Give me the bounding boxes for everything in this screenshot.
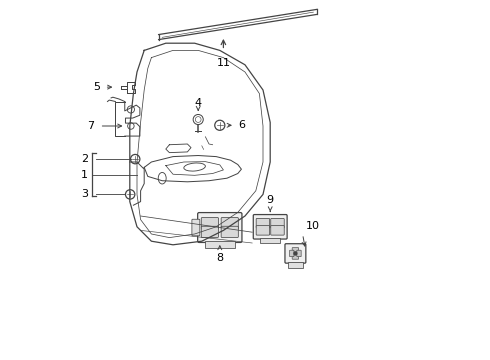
Circle shape bbox=[293, 251, 297, 256]
FancyBboxPatch shape bbox=[201, 226, 219, 238]
Text: 8: 8 bbox=[216, 253, 223, 264]
FancyBboxPatch shape bbox=[290, 250, 294, 257]
FancyBboxPatch shape bbox=[292, 255, 298, 259]
FancyBboxPatch shape bbox=[253, 215, 287, 239]
FancyBboxPatch shape bbox=[297, 250, 301, 257]
FancyBboxPatch shape bbox=[205, 240, 235, 248]
FancyBboxPatch shape bbox=[221, 217, 238, 229]
Text: 11: 11 bbox=[217, 58, 230, 68]
Text: 4: 4 bbox=[195, 98, 202, 108]
Text: 5: 5 bbox=[93, 82, 100, 92]
FancyBboxPatch shape bbox=[256, 219, 270, 228]
Text: 6: 6 bbox=[238, 120, 245, 130]
FancyBboxPatch shape bbox=[192, 219, 200, 236]
Text: 9: 9 bbox=[267, 195, 274, 205]
FancyBboxPatch shape bbox=[256, 226, 270, 235]
Text: 10: 10 bbox=[306, 221, 320, 231]
FancyBboxPatch shape bbox=[288, 262, 303, 268]
FancyBboxPatch shape bbox=[292, 248, 298, 252]
FancyBboxPatch shape bbox=[197, 212, 242, 243]
FancyBboxPatch shape bbox=[260, 238, 280, 243]
FancyBboxPatch shape bbox=[285, 244, 306, 263]
FancyBboxPatch shape bbox=[271, 219, 284, 228]
Text: 1: 1 bbox=[81, 170, 88, 180]
FancyBboxPatch shape bbox=[201, 217, 219, 229]
Text: 2: 2 bbox=[81, 154, 88, 164]
Text: 3: 3 bbox=[81, 189, 88, 199]
FancyBboxPatch shape bbox=[221, 226, 238, 238]
Text: 7: 7 bbox=[87, 121, 95, 131]
FancyBboxPatch shape bbox=[271, 226, 284, 235]
